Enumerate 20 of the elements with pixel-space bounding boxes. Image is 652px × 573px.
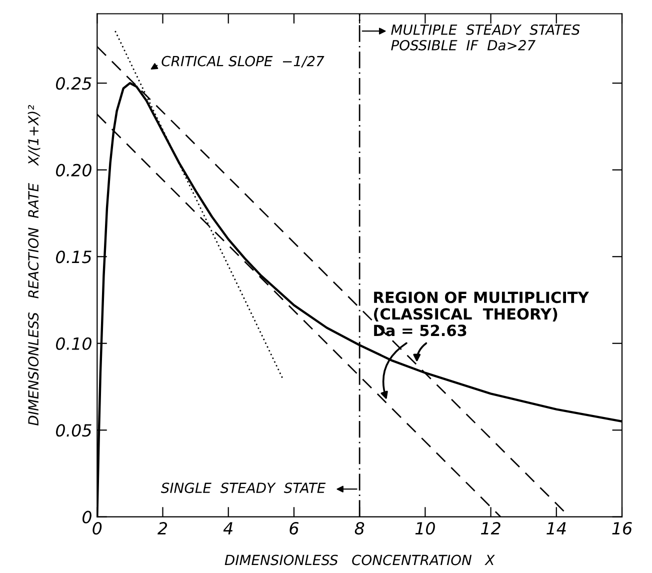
x-tick-label: 12 — [481, 522, 500, 534]
x-tick-label: 16 — [612, 522, 632, 535]
x-tick-label: 4 — [223, 522, 232, 534]
y-tick-label: 0 — [82, 510, 92, 524]
x-tick-label: 10 — [415, 522, 435, 535]
annotation: MULTIPLE STEADY STATES POSSIBLE IF Da>27 — [391, 24, 580, 50]
y-tick-label: 0.10 — [56, 337, 92, 350]
x-tick-label: 6 — [290, 522, 299, 535]
y-tick-label: 0.25 — [56, 77, 92, 90]
x-tick-label: 14 — [546, 522, 566, 534]
y-tick-label: 0.05 — [56, 424, 92, 437]
y-tick-label: 0.15 — [56, 250, 92, 264]
y-axis-title: DIMENSIONLESS REACTION RATE X/(1+X)² — [28, 104, 40, 426]
x-tick-label: 8 — [354, 522, 364, 535]
x-tick-label: 0 — [92, 522, 102, 535]
x-axis-title: DIMENSIONLESS CONCENTRATION X — [224, 554, 495, 566]
x-tick-label: 2 — [158, 522, 168, 534]
y-tick-label: 0.20 — [56, 164, 92, 176]
annotation: CRITICAL SLOPE −1/27 — [162, 56, 324, 68]
annotation: SINGLE STEADY STATE — [160, 482, 326, 494]
